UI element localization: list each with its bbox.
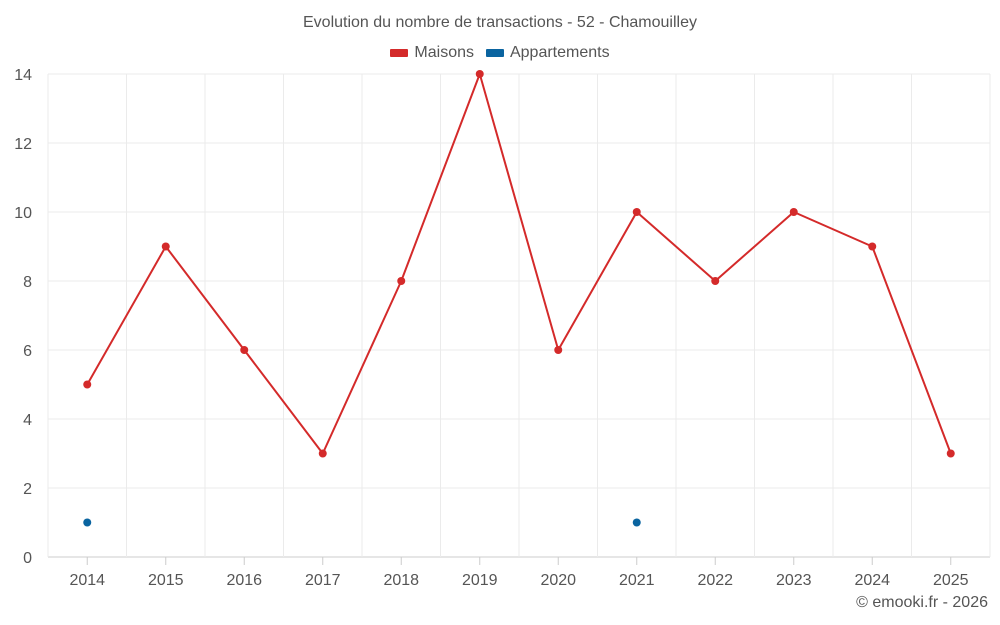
credit-text: © emooki.fr - 2026 [856,594,988,611]
legend-label-appartements: Appartements [509,44,610,61]
legend-swatch-appartements [485,49,504,57]
x-tick-label-2022: 2022 [697,572,733,589]
y-tick-label-10: 10 [14,205,32,222]
point-maisons-2019 [475,70,484,78]
y-tick-label-4: 4 [23,412,32,429]
point-maisons-2021 [632,208,641,216]
x-tick-label-2017: 2017 [305,572,341,589]
point-maisons-2024 [868,242,877,251]
legend: Maisons Appartements [0,44,1000,62]
y-tick-label-0: 0 [23,550,32,567]
point-maisons-2022 [711,277,720,285]
point-maisons-2016 [240,346,249,354]
legend-swatch-maisons [390,49,409,57]
series-line-maisons-2022 [635,211,717,282]
y-tick-label-14: 14 [14,67,32,84]
legend-item-maisons[interactable]: Maisons [390,44,474,62]
y-tick-label-12: 12 [14,136,32,153]
series-line-maisons-2018 [321,280,403,455]
x-tick-label-2021: 2021 [619,572,655,589]
series-line-maisons-2024 [792,211,874,248]
point-appartements-2021 [632,518,641,527]
legend-item-appartements[interactable]: Appartements [485,44,610,62]
x-tick-label-2025: 2025 [933,572,969,589]
series-line-maisons-2015 [86,245,167,386]
series-line-maisons-2017 [243,349,324,455]
y-tick-label-8: 8 [23,274,32,291]
x-tick-label-2015: 2015 [148,572,184,589]
series-line-maisons-2021 [557,211,638,351]
legend-label-maisons: Maisons [414,44,474,61]
x-tick-label-2014: 2014 [69,572,105,589]
series-line-maisons-2023 [714,211,795,282]
series-line-maisons-2020 [478,73,560,351]
point-maisons-2017 [318,449,327,458]
series-line-maisons-2019 [400,73,481,282]
point-maisons-2015 [161,242,170,251]
x-tick-label-2023: 2023 [776,572,812,589]
x-tick-label-2018: 2018 [383,572,419,589]
series-line-maisons-2016 [164,245,246,351]
point-maisons-2018 [397,277,406,285]
x-tick-label-2019: 2019 [462,572,498,589]
x-tick-label-2024: 2024 [854,572,890,589]
y-tick-label-2: 2 [23,481,32,498]
y-tick-label-6: 6 [23,343,32,360]
point-appartements-2014 [83,518,92,527]
series-line-maisons-2025 [871,245,952,455]
point-maisons-2020 [554,346,563,354]
chart-title: Evolution du nombre de transactions - 52… [303,14,697,31]
x-tick-label-2016: 2016 [226,572,262,589]
point-maisons-2025 [946,449,955,458]
point-maisons-2014 [83,380,92,389]
point-maisons-2023 [789,208,798,216]
x-tick-label-2020: 2020 [540,572,576,589]
